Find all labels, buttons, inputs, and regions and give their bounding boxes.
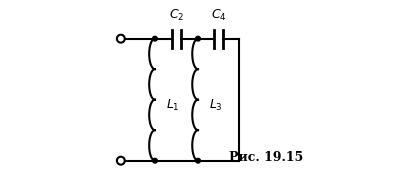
Text: $L_1$: $L_1$ — [166, 97, 180, 113]
Circle shape — [152, 36, 157, 41]
Circle shape — [196, 36, 200, 41]
Text: Рис. 19.15: Рис. 19.15 — [229, 151, 303, 164]
Circle shape — [152, 158, 157, 163]
Text: $C_4$: $C_4$ — [211, 7, 227, 23]
Circle shape — [196, 158, 200, 163]
Text: $L_3$: $L_3$ — [209, 97, 223, 113]
Text: $C_2$: $C_2$ — [169, 7, 184, 23]
